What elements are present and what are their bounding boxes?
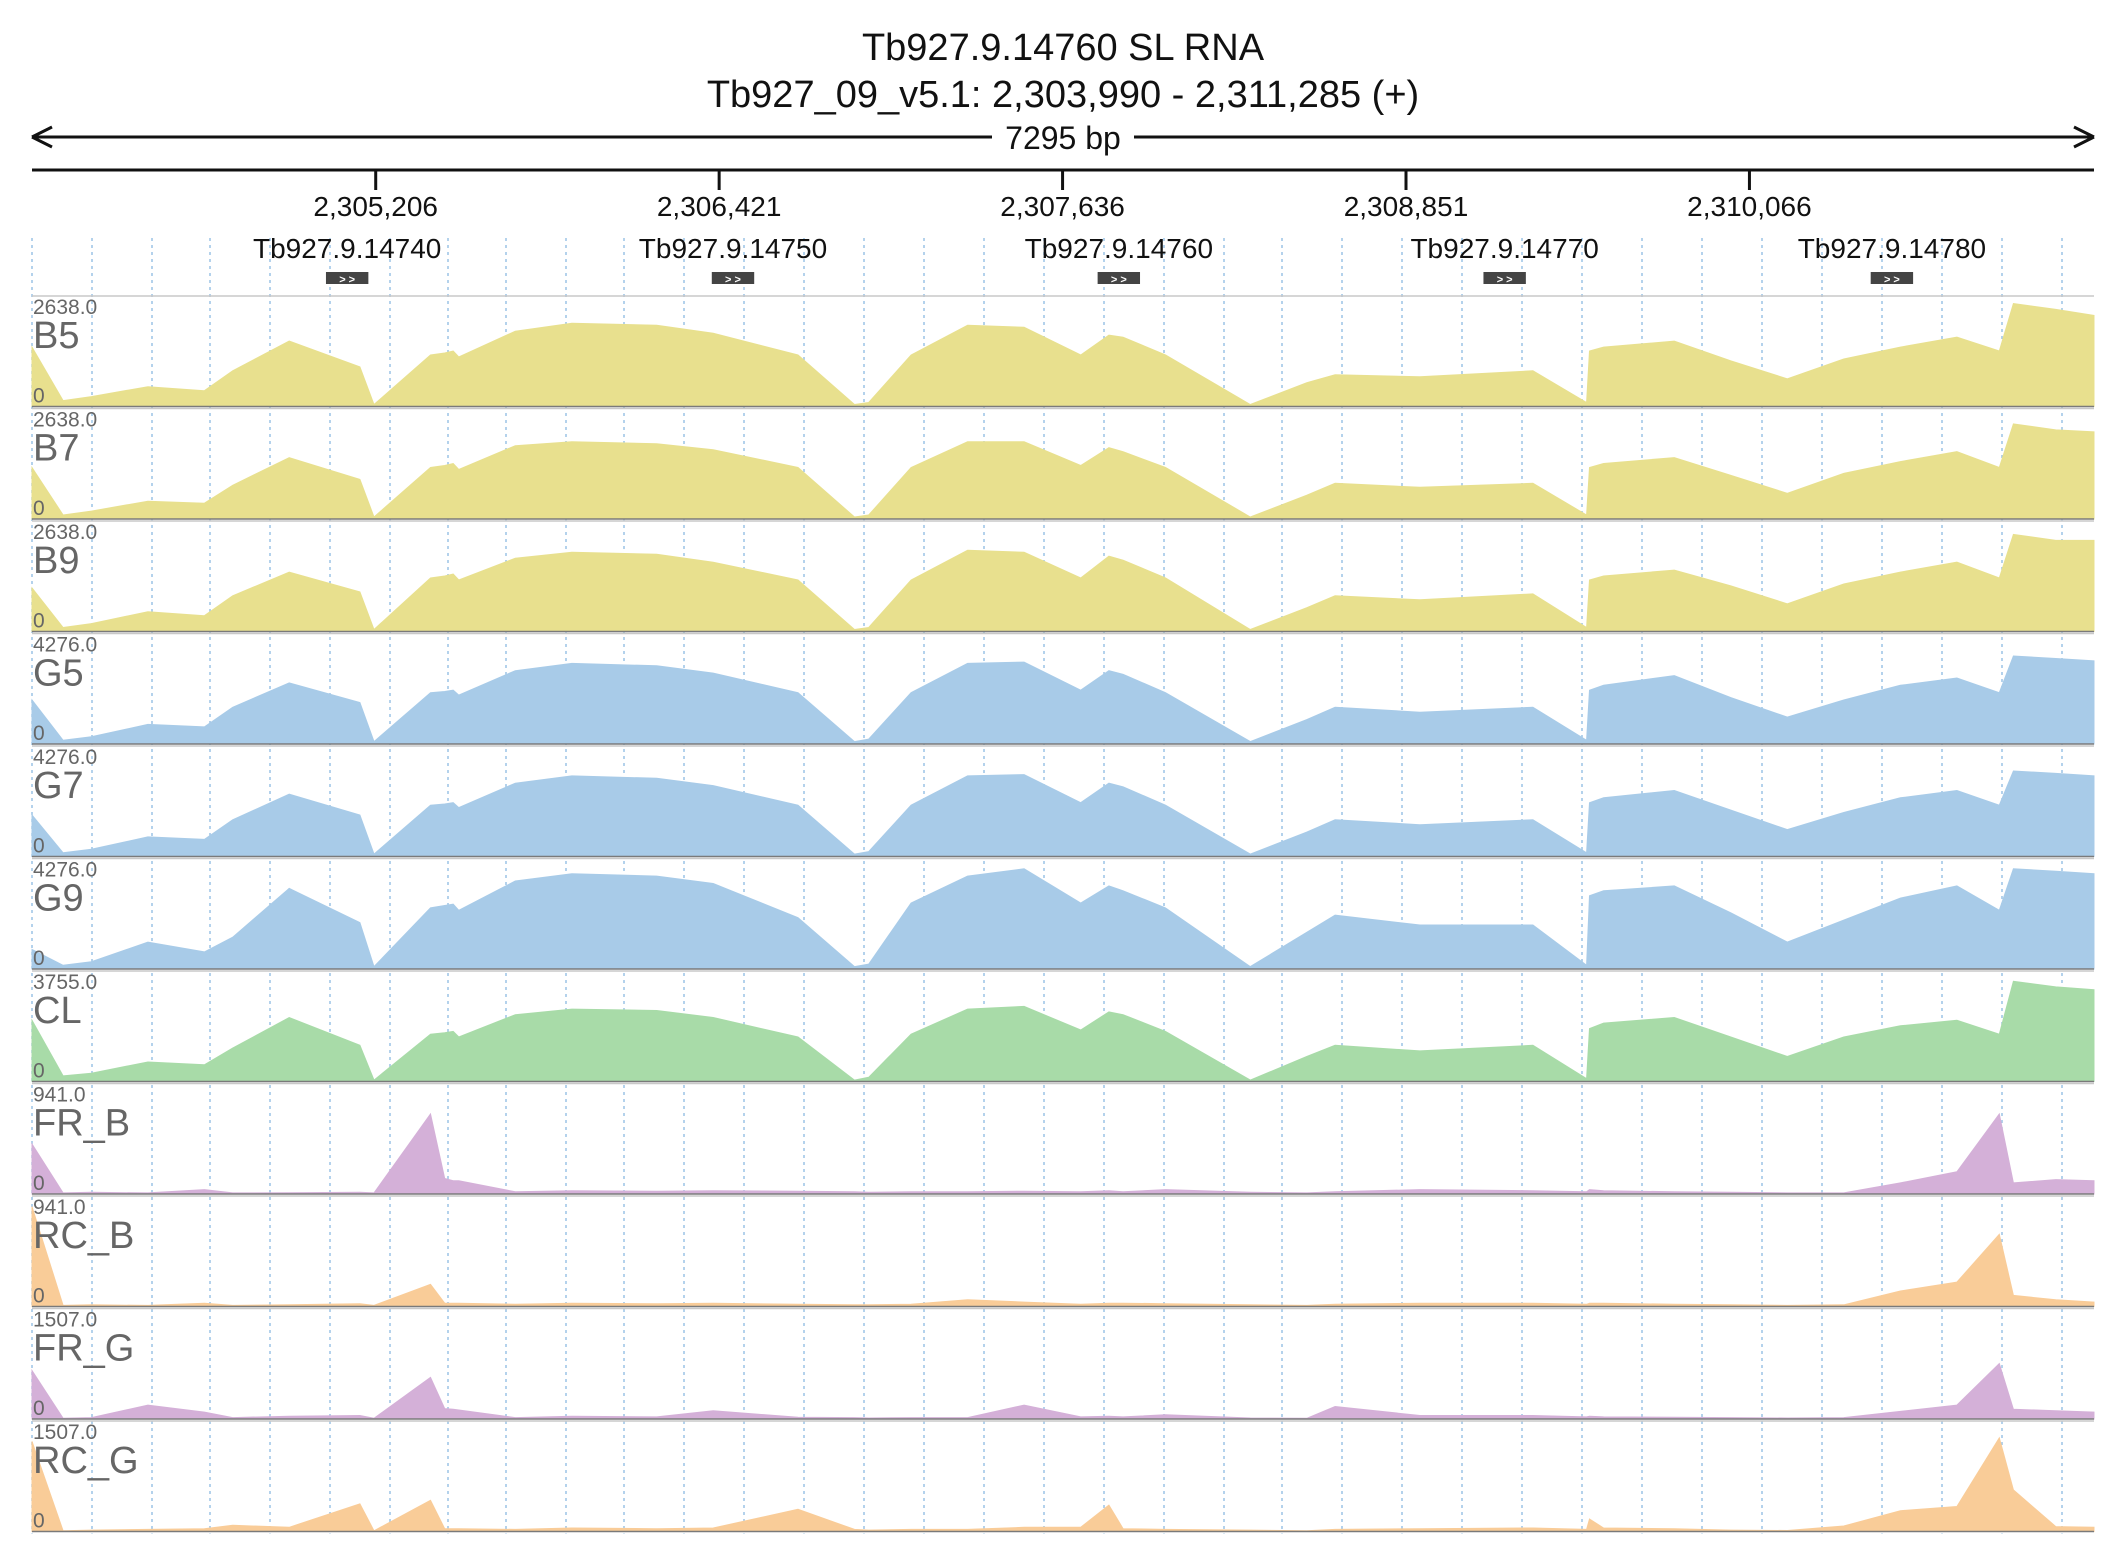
track-zero-label: 0 bbox=[33, 1285, 45, 1308]
track-zero-label: 0 bbox=[33, 385, 45, 408]
track-name: RC_B bbox=[33, 1215, 134, 1257]
track-name: G7 bbox=[33, 765, 84, 807]
track-max-label: 4276.0 bbox=[33, 859, 97, 882]
coordinate-ruler: 2,305,206 2,306,421 2,307,636 2,308,851 2,31… bbox=[32, 168, 2094, 222]
track-max-label: 4276.0 bbox=[33, 746, 97, 769]
coverage-track: 941.0RC_B 0 bbox=[31, 1195, 2095, 1308]
coverage-track: 1507.0FR_G 0 bbox=[31, 1307, 2095, 1420]
ruler-tick-label: 2,306,421 bbox=[657, 191, 782, 222]
track-max-label: 941.0 bbox=[33, 1196, 86, 1219]
span-arrow-left bbox=[31, 125, 53, 149]
track-name: B5 bbox=[33, 315, 79, 357]
track-name: G5 bbox=[33, 653, 84, 695]
gene-feature bbox=[1483, 272, 1526, 284]
track-max-label: 1507.0 bbox=[33, 1309, 97, 1332]
track-zero-label: 0 bbox=[33, 1172, 45, 1195]
coverage-track: 2638.0B9 0 bbox=[31, 520, 2095, 633]
coverage-area bbox=[31, 980, 2095, 1082]
coverage-area bbox=[31, 655, 2095, 745]
track-zero-label: 0 bbox=[33, 835, 45, 858]
strand-arrows-icon: > > bbox=[339, 274, 355, 286]
track-max-label: 2638.0 bbox=[33, 409, 97, 432]
coverage-track: 4276.0G7 0 bbox=[31, 745, 2095, 858]
track-name: FR_B bbox=[33, 1103, 130, 1145]
coverage-tracks: 2638.0B502638.0B702638.0B904276.0G504276… bbox=[31, 295, 2095, 1533]
span-arrow-right bbox=[2073, 125, 2095, 149]
track-zero-label: 0 bbox=[33, 610, 45, 633]
coverage-area bbox=[31, 533, 2095, 632]
coverage-area bbox=[31, 1206, 2095, 1307]
strand-arrows-icon: > > bbox=[1884, 274, 1900, 286]
gene-label: Tb927.9.14780 bbox=[1798, 233, 1986, 264]
coverage-area bbox=[31, 302, 2095, 407]
track-max-label: 1507.0 bbox=[33, 1421, 97, 1444]
track-zero-label: 0 bbox=[33, 1397, 45, 1420]
coverage-track: 2638.0B5 0 bbox=[31, 295, 2095, 408]
coverage-area bbox=[31, 423, 2095, 520]
coverage-track: 2638.0B7 0 bbox=[31, 407, 2095, 520]
track-name: B7 bbox=[33, 428, 79, 470]
track-name: RC_G bbox=[33, 1440, 139, 1482]
ruler-tick-label: 2,308,851 bbox=[1344, 191, 1469, 222]
track-zero-label: 0 bbox=[33, 1510, 45, 1533]
ruler-tick-label: 2,305,206 bbox=[313, 191, 438, 222]
span-label: 7295 bp bbox=[1005, 120, 1121, 156]
track-max-label: 941.0 bbox=[33, 1084, 86, 1107]
strand-arrows-icon: > > bbox=[1497, 274, 1513, 286]
coverage-track: 4276.0G5 0 bbox=[31, 632, 2095, 745]
gene-label: Tb927.9.14750 bbox=[639, 233, 827, 264]
coverage-area bbox=[31, 1436, 2095, 1532]
coverage-track: 3755.0CL 0 bbox=[31, 970, 2095, 1083]
ruler-tick-label: 2,307,636 bbox=[1000, 191, 1125, 222]
gene-label: Tb927.9.14770 bbox=[1410, 233, 1598, 264]
grid-lines bbox=[31, 238, 2063, 1534]
track-name: CL bbox=[33, 990, 82, 1032]
track-name: FR_G bbox=[33, 1328, 134, 1370]
gene-annotation-track: Tb927.9.14740 > > Tb927.9.14750 > > Tb927.9.… bbox=[253, 233, 1986, 286]
coverage-area bbox=[31, 1362, 2095, 1420]
ruler-tick-label: 2,310,066 bbox=[1687, 191, 1812, 222]
locus-label: Tb927_09_v5.1: 2,303,990 - 2,311,285 (+) bbox=[707, 74, 1419, 116]
track-max-label: 2638.0 bbox=[33, 521, 97, 544]
gene-label: Tb927.9.14760 bbox=[1025, 233, 1213, 264]
gene-feature bbox=[711, 272, 755, 284]
coverage-area bbox=[31, 1112, 2095, 1195]
gene-feature bbox=[1097, 272, 1141, 284]
track-max-label: 3755.0 bbox=[33, 971, 97, 994]
coverage-track: 4276.0G9 0 bbox=[31, 857, 2095, 970]
track-zero-label: 0 bbox=[33, 497, 45, 520]
coverage-track: 941.0FR_B 0 bbox=[31, 1082, 2095, 1195]
track-zero-label: 0 bbox=[33, 947, 45, 970]
coverage-area bbox=[31, 770, 2095, 857]
track-max-label: 4276.0 bbox=[33, 634, 97, 657]
track-zero-label: 0 bbox=[33, 1060, 45, 1083]
track-name: G9 bbox=[33, 878, 84, 920]
track-name: B9 bbox=[33, 540, 79, 582]
span-indicator: 7295 bp bbox=[31, 120, 2095, 156]
coverage-track: 1507.0RC_G 0 bbox=[31, 1420, 2095, 1533]
strand-arrows-icon: > > bbox=[1111, 274, 1127, 286]
track-zero-label: 0 bbox=[33, 722, 45, 745]
chart-title: Tb927.9.14760 SL RNA bbox=[862, 27, 1265, 69]
gene-feature bbox=[1870, 272, 1914, 284]
gene-label: Tb927.9.14740 bbox=[253, 233, 441, 264]
coverage-area bbox=[31, 868, 2095, 970]
gene-feature bbox=[325, 272, 369, 284]
track-max-label: 2638.0 bbox=[33, 296, 97, 319]
strand-arrows-icon: > > bbox=[725, 274, 741, 286]
